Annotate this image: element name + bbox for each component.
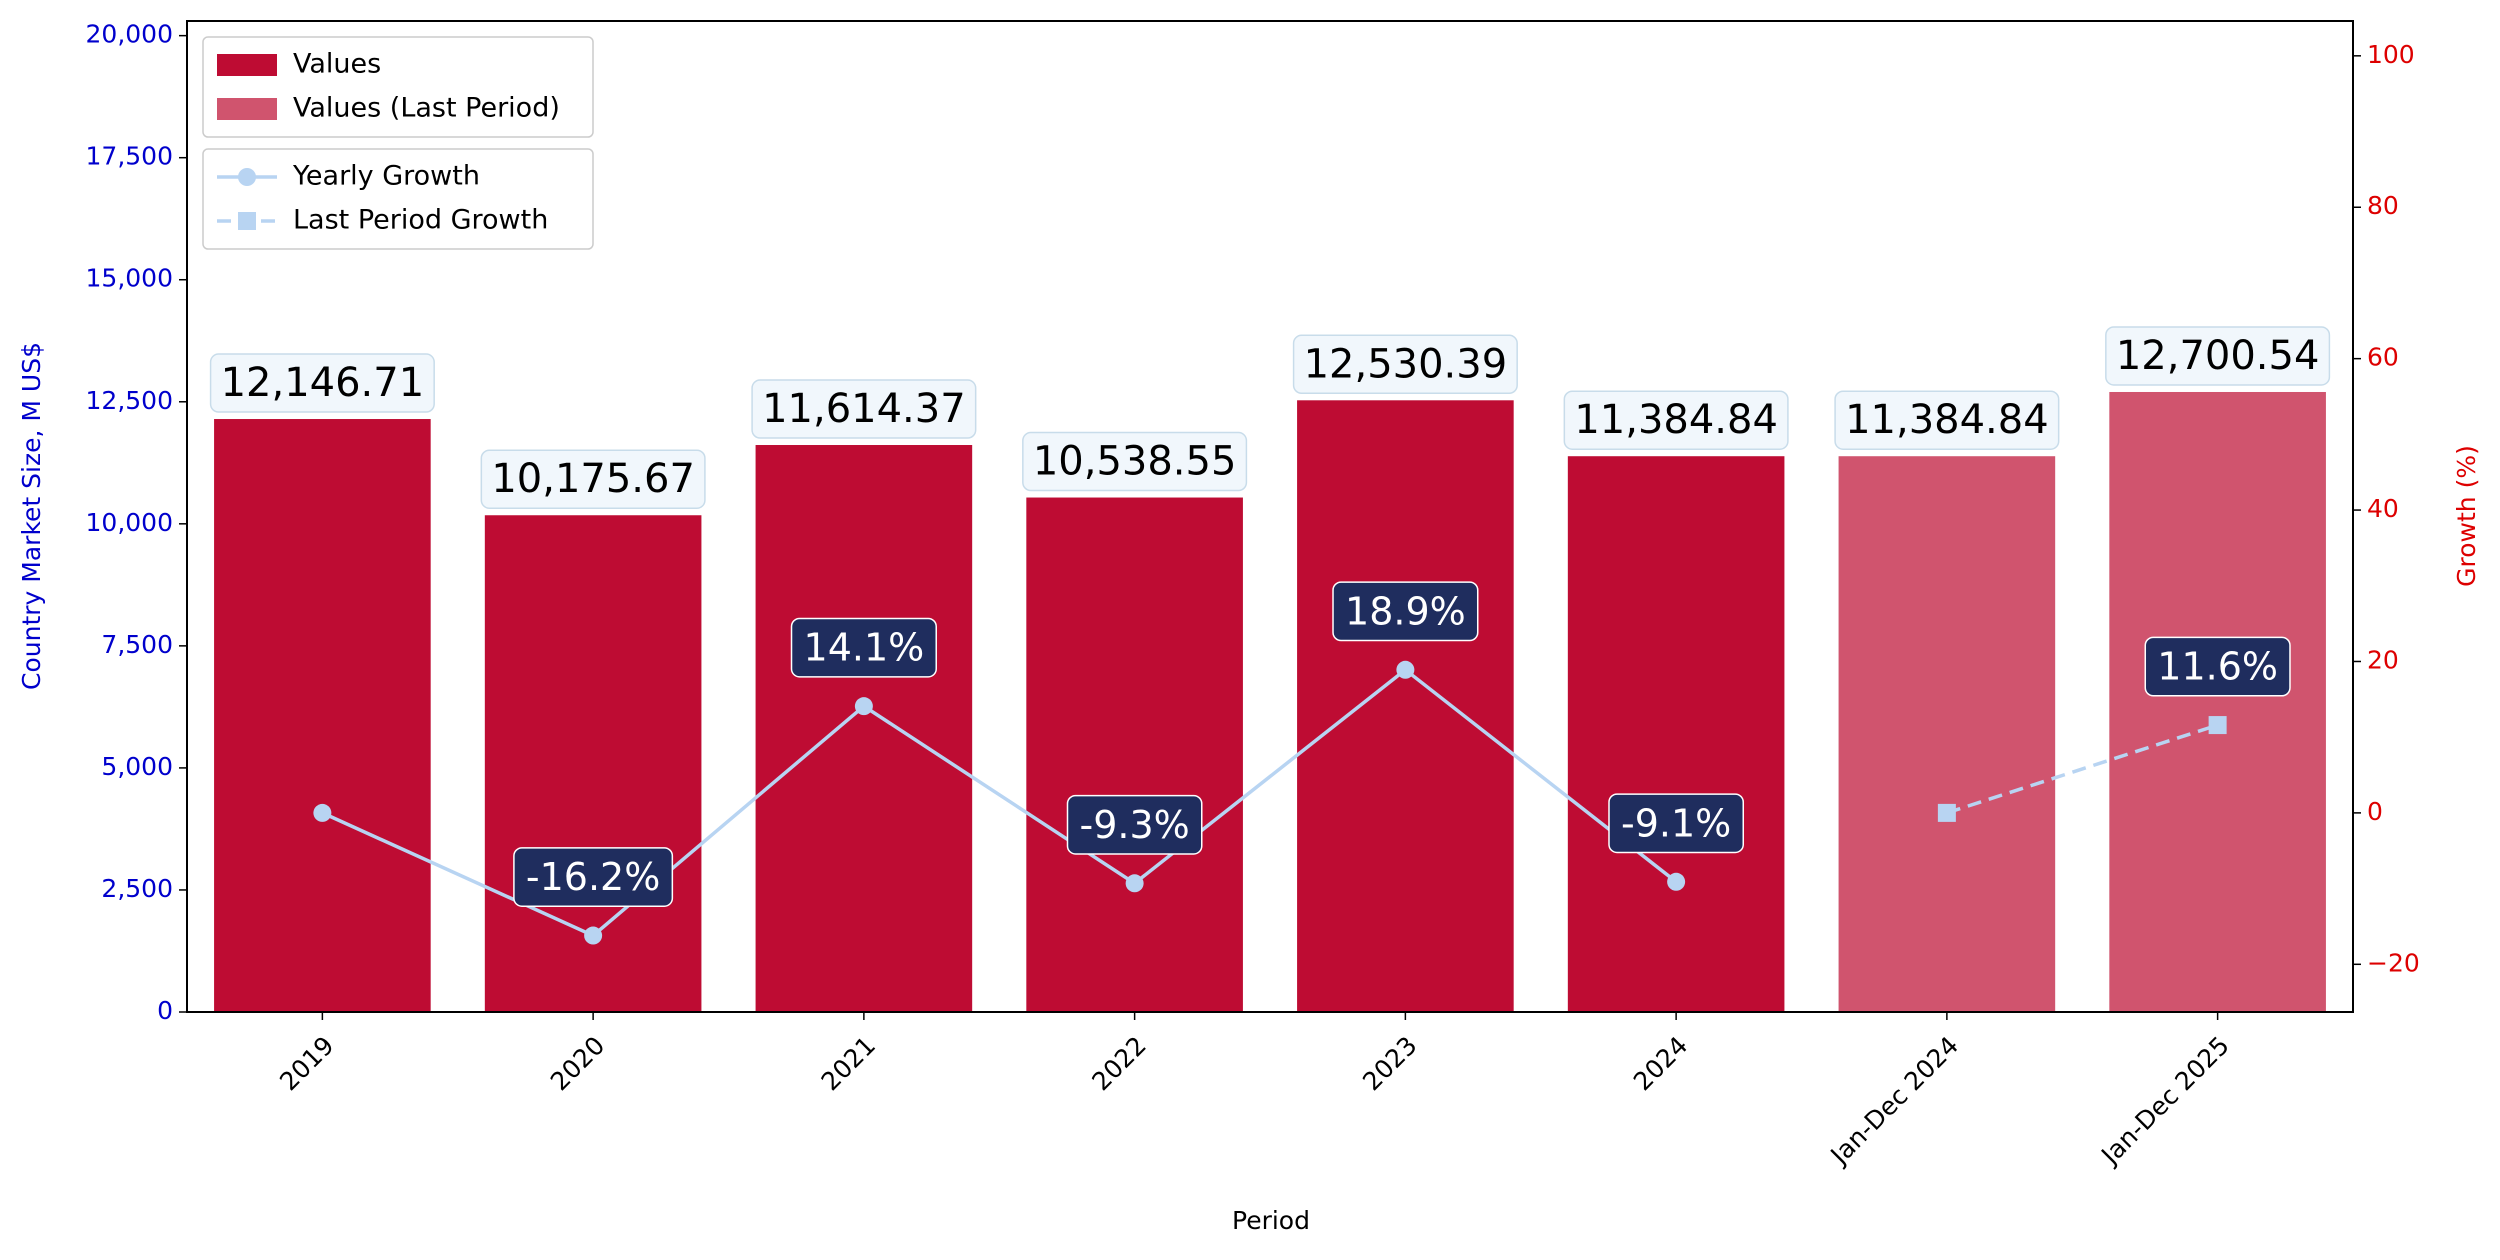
legend-label: Last Period Growth xyxy=(293,205,548,236)
growth-label: 18.9% xyxy=(1345,589,1466,633)
growth-label: 14.1% xyxy=(804,626,925,670)
bar xyxy=(2109,391,2326,1012)
growth-label: -9.3% xyxy=(1079,803,1189,847)
label-box xyxy=(1563,390,1789,450)
line xyxy=(1946,723,2219,815)
legend-marker xyxy=(238,168,256,186)
marker xyxy=(1396,660,1415,679)
legend-label: Yearly Growth xyxy=(292,161,480,192)
y-tick-label: 15,000 xyxy=(86,264,173,293)
y-tick-label: 10,000 xyxy=(86,508,173,537)
x-tick-label: Jan-Dec 2024 xyxy=(1824,1031,1964,1171)
label-box xyxy=(480,449,706,509)
label-box xyxy=(2105,326,2331,386)
value-label: 11,384.84 xyxy=(1845,397,2049,443)
value-label: 10,538.55 xyxy=(1033,439,1237,485)
marker xyxy=(1937,803,1956,822)
y-tick-label: 17,500 xyxy=(86,142,173,171)
growth-label: -16.2% xyxy=(526,855,660,899)
y-tick-label: 12,500 xyxy=(86,386,173,415)
marker xyxy=(1667,872,1686,891)
bar xyxy=(755,445,973,1012)
y2-tick-label: 100 xyxy=(2367,40,2415,69)
label-box xyxy=(2144,636,2291,697)
label-box xyxy=(751,379,977,439)
legend-marker xyxy=(238,212,256,230)
legend-box xyxy=(202,148,594,250)
y2-tick-label: 0 xyxy=(2367,797,2383,826)
label-box xyxy=(1292,334,1518,395)
marker xyxy=(1125,874,1144,893)
label-box xyxy=(1332,581,1479,642)
value-label: 10,175.67 xyxy=(491,456,695,502)
value-label: 12,530.39 xyxy=(1304,341,1508,387)
y2-tick-label: 40 xyxy=(2367,494,2399,523)
legend-box xyxy=(202,36,594,138)
line xyxy=(321,667,1678,938)
value-label: 12,146.71 xyxy=(221,360,425,406)
legend-label: Values xyxy=(293,49,381,80)
label-box xyxy=(1022,431,1248,492)
bar xyxy=(1026,497,1243,1012)
label-box xyxy=(209,353,435,413)
y-tick-label: 20,000 xyxy=(86,20,173,49)
marker xyxy=(2208,716,2227,735)
x-tick-label: Jan-Dec 2025 xyxy=(2094,1031,2234,1171)
y2-axis-label: Growth (%) xyxy=(2452,445,2481,587)
y2-tick-label: −20 xyxy=(2367,948,2420,977)
x-tick-label: 2020 xyxy=(545,1031,610,1096)
legend-label: Values (Last Period) xyxy=(293,93,560,124)
label-box xyxy=(790,617,937,678)
bar xyxy=(1567,456,1785,1012)
x-axis-label: Period xyxy=(1232,1206,1310,1235)
x-tick-label: 2021 xyxy=(816,1031,881,1096)
legend-swatch xyxy=(217,54,277,76)
value-label: 11,614.37 xyxy=(762,386,966,432)
value-label: 11,384.84 xyxy=(1574,397,1778,443)
y-tick-label: 5,000 xyxy=(101,752,173,781)
marker xyxy=(854,697,873,716)
x-tick-label: 2023 xyxy=(1357,1031,1422,1096)
y2-tick-label: 80 xyxy=(2367,191,2399,220)
bar xyxy=(1297,400,1514,1012)
x-tick-label: 2022 xyxy=(1086,1031,1151,1096)
x-tick-label: 2024 xyxy=(1628,1031,1693,1096)
y-tick-label: 0 xyxy=(157,996,173,1025)
bar xyxy=(214,419,431,1012)
label-box xyxy=(1608,793,1745,854)
label-box xyxy=(513,847,674,907)
label-box xyxy=(1066,794,1203,855)
label-box xyxy=(1834,390,2060,450)
y-tick-label: 7,500 xyxy=(101,630,173,659)
growth-label: 11.6% xyxy=(2157,645,2278,689)
y-tick-label: 2,500 xyxy=(101,874,173,903)
marker xyxy=(584,926,603,945)
marker xyxy=(313,803,332,822)
y-axis-label: Country Market Size, M US$ xyxy=(17,342,46,690)
x-tick-label: 2019 xyxy=(274,1031,339,1096)
plot-frame xyxy=(186,20,2354,1013)
y2-tick-label: 20 xyxy=(2367,645,2399,674)
growth-label: -9.1% xyxy=(1621,801,1731,845)
bar xyxy=(1838,456,2056,1012)
y2-tick-label: 60 xyxy=(2367,343,2399,372)
value-label: 12,700.54 xyxy=(2116,333,2320,379)
legend-swatch xyxy=(217,98,277,120)
